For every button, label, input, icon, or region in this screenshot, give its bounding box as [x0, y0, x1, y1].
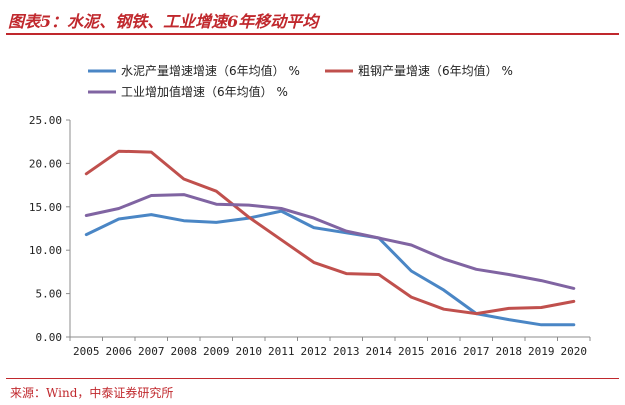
x-tick-label: 2017 [463, 345, 490, 358]
axes: 0.00 5.00 10.00 15.00 20.00 25.00 2005 2006 2007… [29, 114, 591, 358]
x-tick-label: 2005 [73, 345, 100, 358]
y-tick-label: 15.00 [29, 201, 62, 214]
legend-label-2: 粗钢产量增速（6年均值） % [358, 63, 513, 78]
x-tick-label: 2016 [431, 345, 458, 358]
y-tick-label: 5.00 [36, 288, 63, 301]
x-tick-label: 2010 [236, 345, 263, 358]
series-line-3 [84, 193, 576, 290]
y-tick-label: 20.00 [29, 157, 62, 170]
legend: 水泥产量增速增速（6年均值） % 粗钢产量增速（6年均值） % 工业增加值增速（6年… [88, 63, 513, 99]
x-tick-label: 2015 [398, 345, 425, 358]
y-tick-label: 0.00 [36, 331, 63, 344]
y-tick-label: 25.00 [29, 114, 62, 127]
x-tick-label: 2013 [333, 345, 360, 358]
title-rule [6, 33, 619, 35]
x-tick-label: 2014 [366, 345, 393, 358]
y-tick-label: 10.00 [29, 244, 62, 257]
series-line-2 [84, 149, 576, 316]
x-tick-label: 2019 [528, 345, 555, 358]
legend-label-3: 工业增加值增速（6年均值） % [121, 84, 288, 99]
x-tick-label: 2006 [106, 345, 133, 358]
source-note: 来源：Wind，中泰证券研究所 [10, 386, 174, 400]
x-tick-label: 2020 [561, 345, 588, 358]
x-tick-label: 2008 [171, 345, 198, 358]
x-tick-label: 2018 [496, 345, 523, 358]
line-chart: 水泥产量增速增速（6年均值） % 粗钢产量增速（6年均值） % 工业增加值增速（6年… [29, 63, 591, 358]
x-tick-label: 2007 [138, 345, 165, 358]
plot-area [84, 149, 576, 327]
legend-label-1: 水泥产量增速增速（6年均值） % [121, 63, 300, 78]
footer-rule [6, 378, 619, 379]
x-tick-label: 2012 [301, 345, 328, 358]
figure-title: 图表5：水泥、钢铁、工业增速6年移动平均 [8, 12, 319, 31]
series-line-1 [84, 209, 576, 327]
x-tick-label: 2011 [268, 345, 295, 358]
x-tick-label: 2009 [203, 345, 230, 358]
